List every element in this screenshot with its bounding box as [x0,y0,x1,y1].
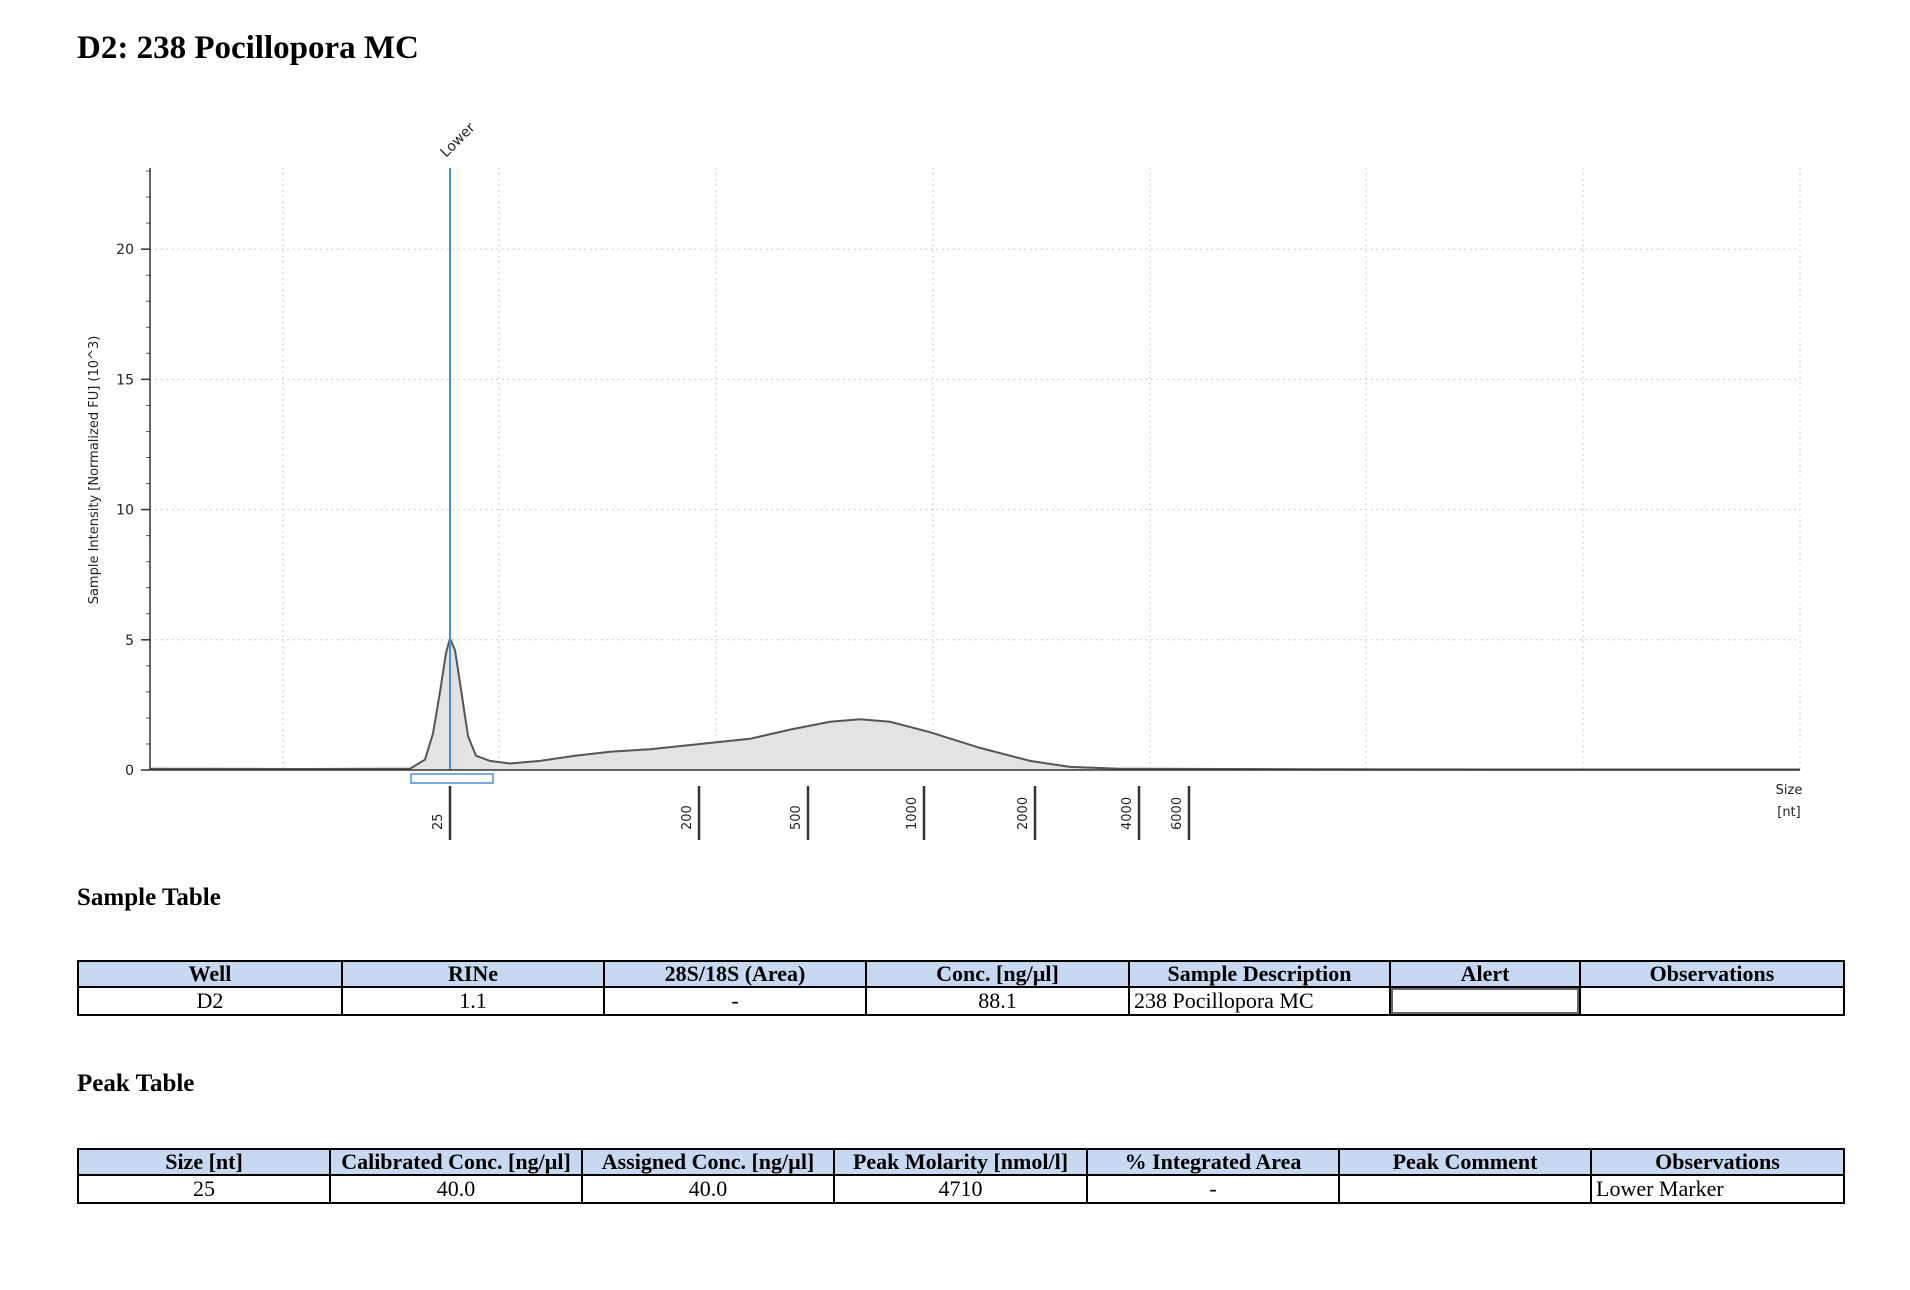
trace-area [150,638,1800,770]
sample-cell-conc: 88.1 [865,986,1130,1016]
y-tick-label: 20 [116,242,134,258]
y-tick-label: 15 [116,372,134,388]
peak-cell-observations: Lower Marker [1590,1174,1845,1204]
sample-header-rine: RINe [341,960,605,988]
peak-table-title: Peak Table [77,1070,195,1097]
peak-cell-molarity: 4710 [833,1174,1088,1204]
table-row: D2 1.1 - 88.1 238 Pocillopora MC [77,986,1845,1016]
sample-header-observations: Observations [1579,960,1845,988]
y-tick-label: 0 [125,763,134,779]
sample-cell-observations [1579,986,1845,1016]
sample-header-alert: Alert [1389,960,1581,988]
x-tick-label: 4000 [1120,797,1135,830]
peak-header-integrated-area: % Integrated Area [1086,1148,1340,1176]
sample-cell-well: D2 [77,986,343,1016]
peak-cell-calibrated-conc: 40.0 [329,1174,583,1204]
peak-cell-size: 25 [77,1174,331,1204]
x-tick-label: 2000 [1016,797,1031,830]
peak-cell-assigned-conc: 40.0 [581,1174,835,1204]
peak-header-size: Size [nt] [77,1148,331,1176]
y-tick-label: 5 [125,633,134,649]
electropherogram-chart: Lower 0 5 10 15 20 25 200 500 1000 2000 4000 6000 S… [87,120,1803,840]
peak-table-header-row: Size [nt] Calibrated Conc. [ng/µl] Assig… [77,1148,1845,1176]
peak-header-molarity: Peak Molarity [nmol/l] [833,1148,1088,1176]
peak-header-calibrated-conc: Calibrated Conc. [ng/µl] [329,1148,583,1176]
sample-cell-alert [1389,986,1581,1016]
sample-header-ratio: 28S/18S (Area) [603,960,867,988]
peak-header-comment: Peak Comment [1338,1148,1592,1176]
peak-cell-integrated-area: - [1086,1174,1340,1204]
x-axis-label-line1: Size [1776,783,1803,798]
page-title: D2: 238 Pocillopora MC [77,30,419,66]
peak-table: Size [nt] Calibrated Conc. [ng/µl] Assig… [77,1148,1845,1204]
sample-table-title: Sample Table [77,884,221,911]
y-axis-label: Sample Intensity [Normalized FU] (10^3) [87,336,102,605]
sample-cell-description: 238 Pocillopora MC [1128,986,1391,1016]
sample-table: Well RINe 28S/18S (Area) Conc. [ng/µl] S… [77,960,1845,1016]
axis-layer: 0 5 10 15 20 25 200 500 1000 2000 4000 6000 [116,168,1800,840]
sample-header-conc: Conc. [ng/µl] [865,960,1130,988]
x-tick-label: 25 [431,813,446,830]
peak-cell-comment [1338,1174,1592,1204]
x-tick-label: 500 [789,805,804,830]
peak-header-observations: Observations [1590,1148,1845,1176]
x-axis-label-line2: [nt] [1777,805,1800,820]
grid-layer [150,168,1801,770]
lower-marker-bracket [410,773,494,784]
x-tick-label: 1000 [905,797,920,830]
sample-header-description: Sample Description [1128,960,1391,988]
lower-marker-label: Lower [438,120,479,161]
y-tick-label: 10 [116,503,134,519]
trace-line [149,635,1800,771]
sample-cell-rine: 1.1 [341,986,605,1016]
sample-cell-ratio: - [603,986,867,1016]
table-row: 25 40.0 40.0 4710 - Lower Marker [77,1174,1845,1204]
sample-header-well: Well [77,960,343,988]
x-tick-label: 200 [680,805,695,830]
x-tick-label: 6000 [1170,797,1185,830]
peak-header-assigned-conc: Assigned Conc. [ng/µl] [581,1148,835,1176]
sample-table-header-row: Well RINe 28S/18S (Area) Conc. [ng/µl] S… [77,960,1845,988]
